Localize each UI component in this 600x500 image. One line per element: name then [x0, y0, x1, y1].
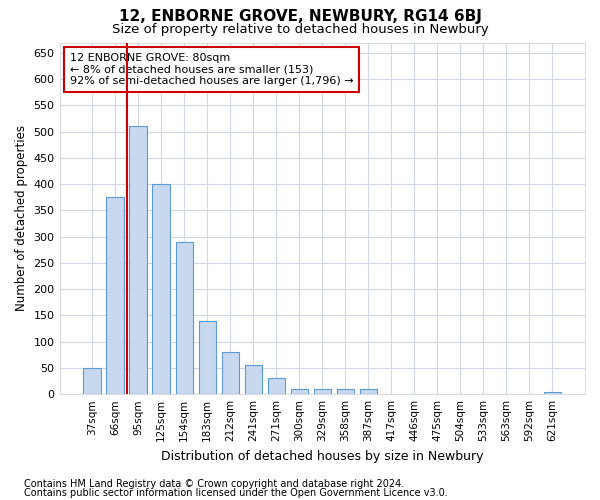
Bar	[130, 126, 147, 394]
Text: Size of property relative to detached houses in Newbury: Size of property relative to detached ho…	[112, 22, 488, 36]
Text: Contains public sector information licensed under the Open Government Licence v3: Contains public sector information licen…	[24, 488, 448, 498]
X-axis label: Distribution of detached houses by size in Newbury: Distribution of detached houses by size …	[161, 450, 484, 462]
Bar	[221, 352, 239, 394]
Bar	[268, 378, 285, 394]
Bar	[245, 366, 262, 394]
Bar	[83, 368, 101, 394]
Bar	[337, 389, 354, 394]
Bar	[359, 389, 377, 394]
Bar	[152, 184, 170, 394]
Bar	[106, 198, 124, 394]
Bar	[314, 389, 331, 394]
Bar	[290, 389, 308, 394]
Bar	[199, 320, 216, 394]
Bar	[544, 392, 561, 394]
Text: 12, ENBORNE GROVE, NEWBURY, RG14 6BJ: 12, ENBORNE GROVE, NEWBURY, RG14 6BJ	[119, 9, 481, 24]
Text: 12 ENBORNE GROVE: 80sqm
← 8% of detached houses are smaller (153)
92% of semi-de: 12 ENBORNE GROVE: 80sqm ← 8% of detached…	[70, 53, 353, 86]
Y-axis label: Number of detached properties: Number of detached properties	[15, 126, 28, 312]
Bar	[176, 242, 193, 394]
Text: Contains HM Land Registry data © Crown copyright and database right 2024.: Contains HM Land Registry data © Crown c…	[24, 479, 404, 489]
